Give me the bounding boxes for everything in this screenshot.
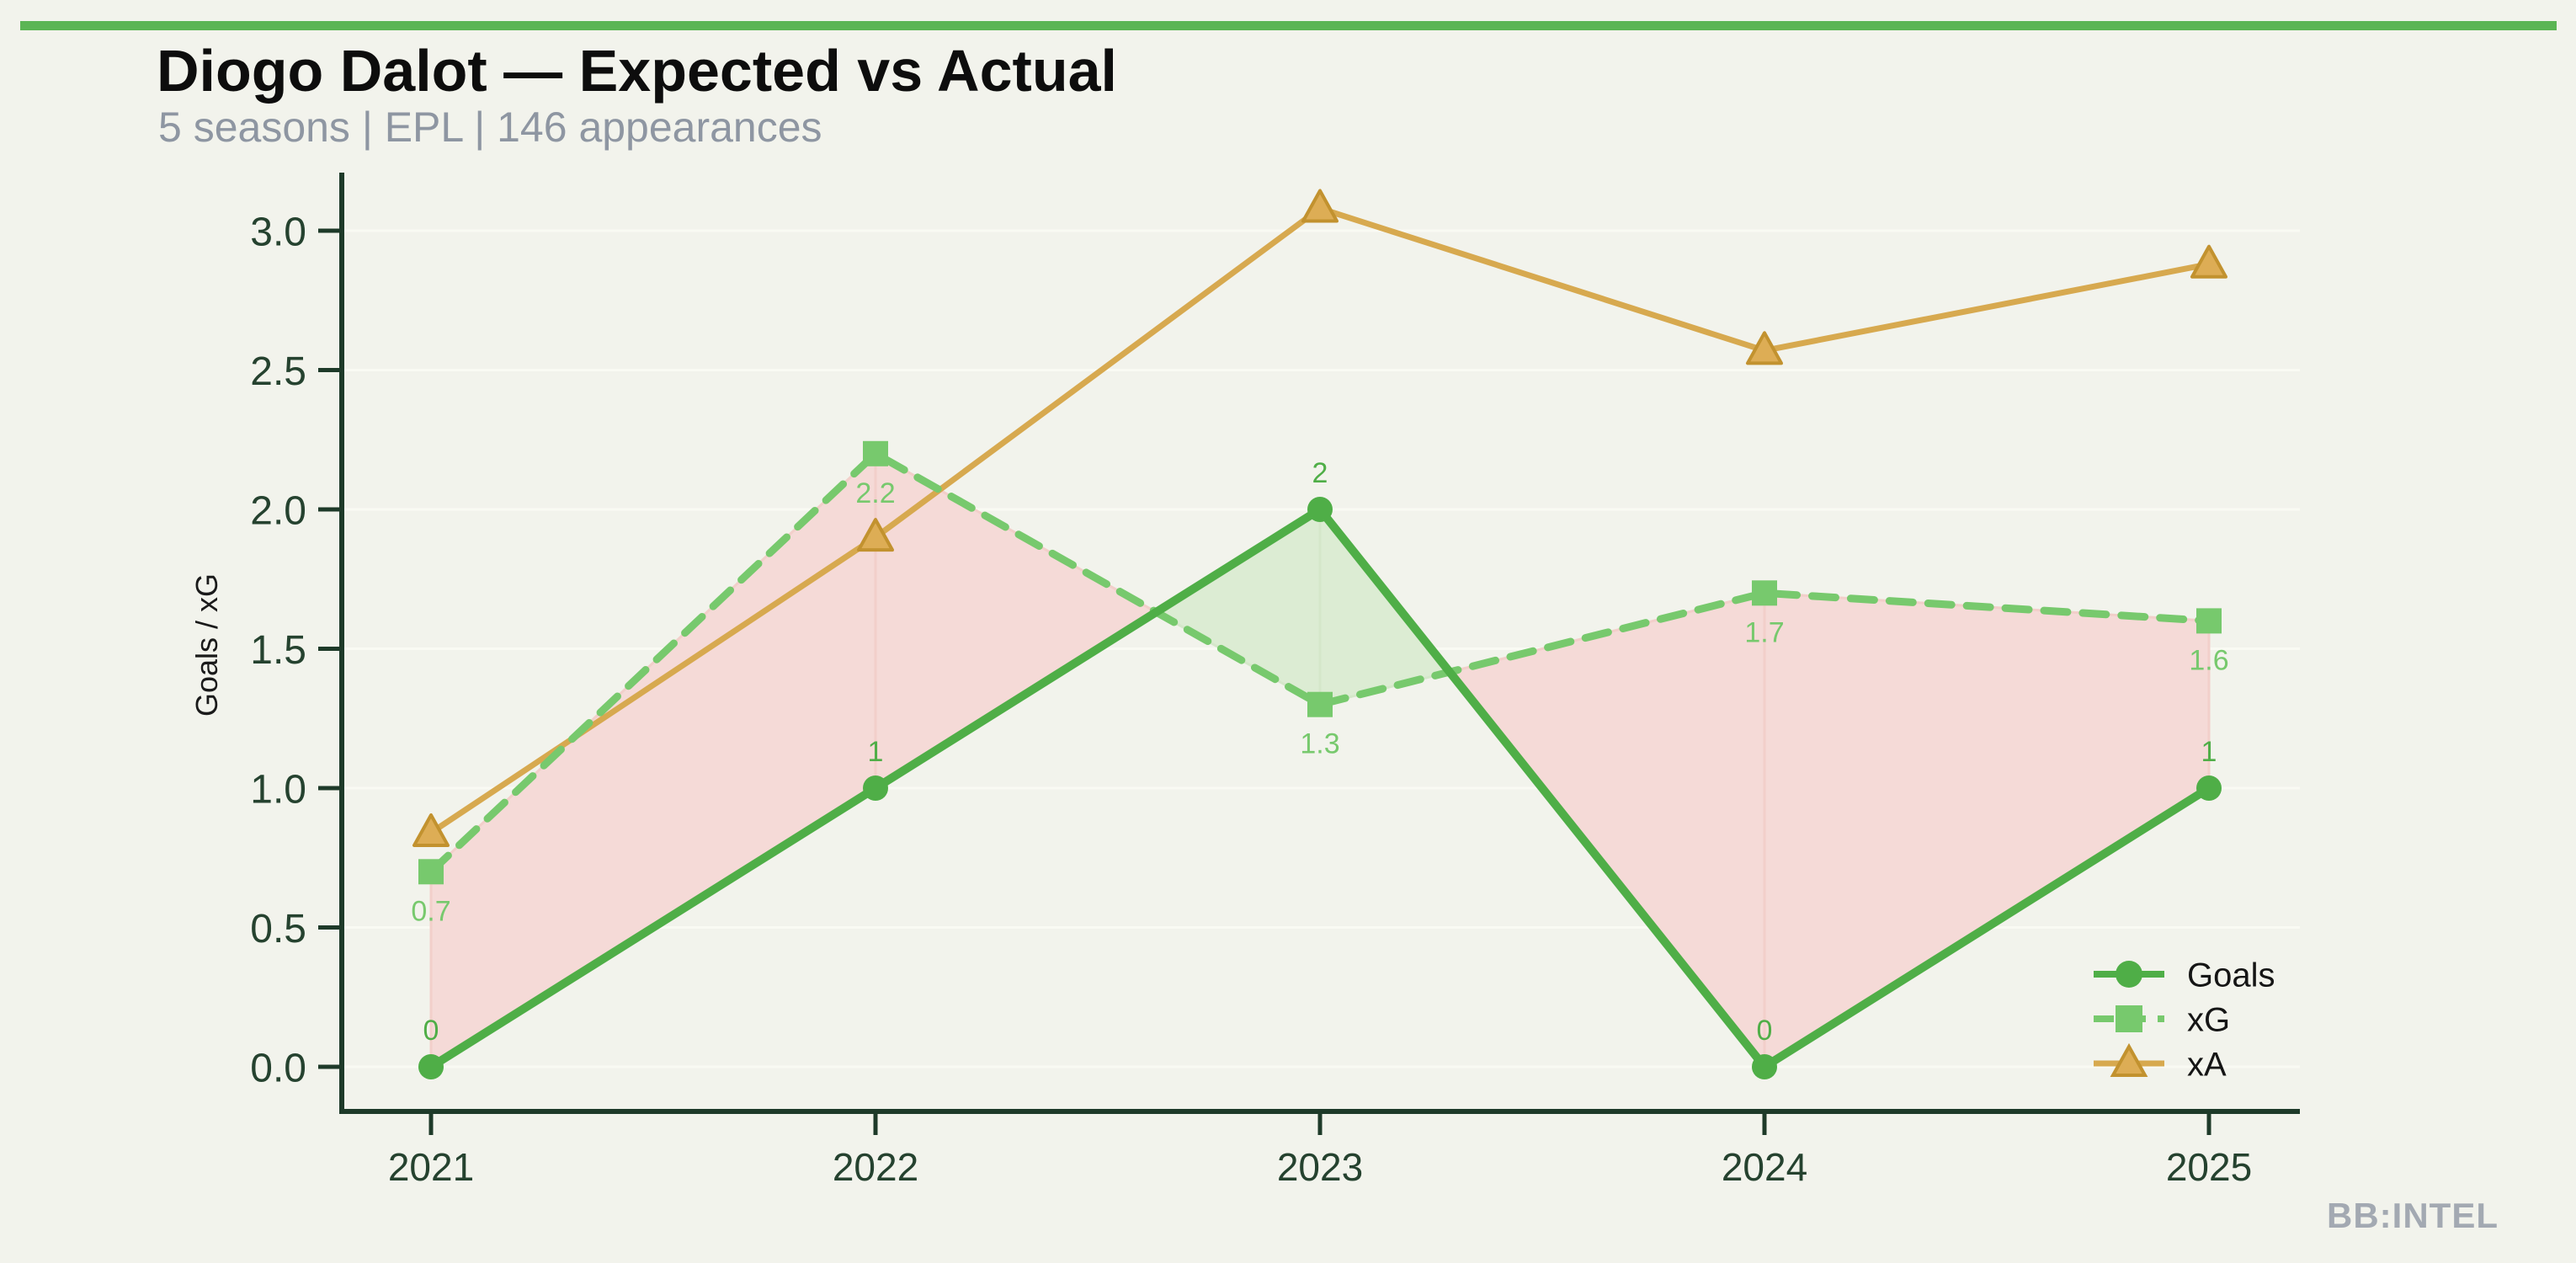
goals-point xyxy=(2196,775,2222,801)
x-tick-label: 2021 xyxy=(388,1145,474,1189)
xa-point xyxy=(1301,189,1339,223)
legend-square-icon xyxy=(2116,1005,2142,1032)
xg-point xyxy=(418,859,444,885)
x-tick-label: 2022 xyxy=(833,1145,918,1189)
y-tick-label: 0.5 xyxy=(250,907,306,951)
legend-triangle-icon xyxy=(2110,1042,2148,1077)
value-label: 1.3 xyxy=(1300,728,1339,760)
value-label: 1 xyxy=(868,736,884,768)
accent-bar xyxy=(20,21,2557,30)
page-title: Diogo Dalot — Expected vs Actual xyxy=(157,38,1117,104)
value-label: 0 xyxy=(1757,1015,1773,1047)
value-label: 0.7 xyxy=(411,895,450,927)
legend-label: xA xyxy=(2187,1046,2227,1083)
goals-point xyxy=(418,1054,444,1079)
xg-point xyxy=(2196,608,2222,634)
fill-xg-above-goals xyxy=(429,452,877,1068)
xa-point xyxy=(857,518,894,552)
goals-point xyxy=(863,775,888,801)
y-axis-title: Goals / xG xyxy=(189,573,224,717)
x-tick-label: 2023 xyxy=(1277,1145,1363,1189)
goals-point xyxy=(1752,1054,1777,1079)
fill-goals-above-xg xyxy=(1154,508,1322,706)
value-label: 1.6 xyxy=(2189,644,2228,676)
y-tick-label: 1.0 xyxy=(250,767,306,812)
goals-point xyxy=(1307,497,1333,522)
xg-point xyxy=(863,440,888,466)
fill-xg-above-goals xyxy=(1448,591,1766,1068)
xa-point xyxy=(412,813,450,847)
value-label: 2.2 xyxy=(855,477,895,509)
xg-point xyxy=(1307,691,1333,717)
y-tick-label: 1.5 xyxy=(250,628,306,673)
y-tick-label: 0.0 xyxy=(250,1046,306,1090)
legend-item-goals: Goals xyxy=(2094,957,2275,994)
value-label: 0 xyxy=(423,1015,439,1047)
legend-item-xg: xG xyxy=(2094,1001,2230,1038)
xa-point xyxy=(1746,331,1783,365)
y-tick-label: 3.0 xyxy=(250,210,306,254)
y-tick-label: 2.0 xyxy=(250,488,306,533)
x-tick-label: 2025 xyxy=(2166,1145,2252,1189)
value-label: 2 xyxy=(1312,457,1328,489)
value-label: 1.7 xyxy=(1744,616,1784,648)
legend-label: xG xyxy=(2187,1001,2230,1038)
legend-label: Goals xyxy=(2187,957,2275,994)
value-label: 1 xyxy=(2201,736,2217,768)
page-subtitle: 5 seasons | EPL | 146 appearances xyxy=(158,104,822,151)
y-tick-label: 2.5 xyxy=(250,349,306,394)
legend-circle-icon xyxy=(2116,961,2142,988)
x-tick-label: 2024 xyxy=(1722,1145,1807,1189)
xa-point xyxy=(2190,244,2227,279)
xg-point xyxy=(1752,580,1777,606)
watermark: BB:INTEL xyxy=(2327,1196,2499,1235)
legend-item-xa: xA xyxy=(2094,1042,2227,1083)
